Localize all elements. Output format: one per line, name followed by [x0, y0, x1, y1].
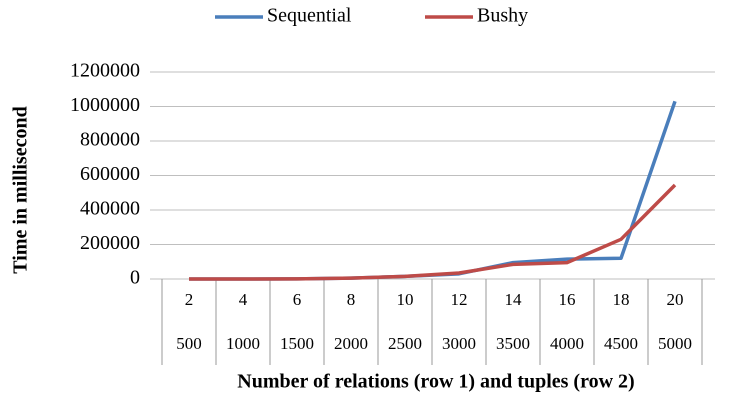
y-tick-label: 1000000 [70, 94, 140, 116]
x-subtick-label: 500 [176, 334, 202, 353]
x-subtick-label: 3000 [442, 334, 476, 353]
x-tick-label: 14 [505, 290, 523, 309]
y-tick-label: 1200000 [70, 60, 140, 82]
y-tick-label: 800000 [80, 129, 140, 151]
legend-label: Sequential [267, 5, 352, 27]
x-subtick-label: 1500 [280, 334, 314, 353]
y-axis-label: Time in millisecond [10, 106, 32, 273]
y-tick-label: 200000 [80, 232, 140, 254]
x-tick-label: 18 [613, 290, 630, 309]
x-tick-label: 16 [559, 290, 576, 309]
x-subtick-label: 2000 [334, 334, 368, 353]
x-subtick-label: 4000 [550, 334, 584, 353]
x-subtick-label: 1000 [226, 334, 260, 353]
x-tick-label: 10 [397, 290, 414, 309]
series-line [189, 183, 677, 281]
x-subtick-label: 4500 [604, 334, 638, 353]
x-subtick-label: 5000 [658, 334, 692, 353]
series-line [189, 100, 677, 281]
x-tick-label: 2 [185, 290, 194, 309]
legend-label: Bushy [477, 5, 528, 27]
x-tick-label: 6 [293, 290, 302, 309]
x-tick-label: 8 [347, 290, 356, 309]
x-subtick-label: 3500 [496, 334, 530, 353]
x-axis-label: Number of relations (row 1) and tuples (… [237, 371, 634, 393]
x-subtick-label: 2500 [388, 334, 422, 353]
y-tick-label: 400000 [80, 198, 140, 220]
x-tick-label: 12 [451, 290, 468, 309]
x-tick-label: 20 [667, 290, 684, 309]
x-tick-label: 4 [239, 290, 248, 309]
y-tick-label: 600000 [80, 163, 140, 185]
y-tick-label: 0 [130, 267, 140, 289]
